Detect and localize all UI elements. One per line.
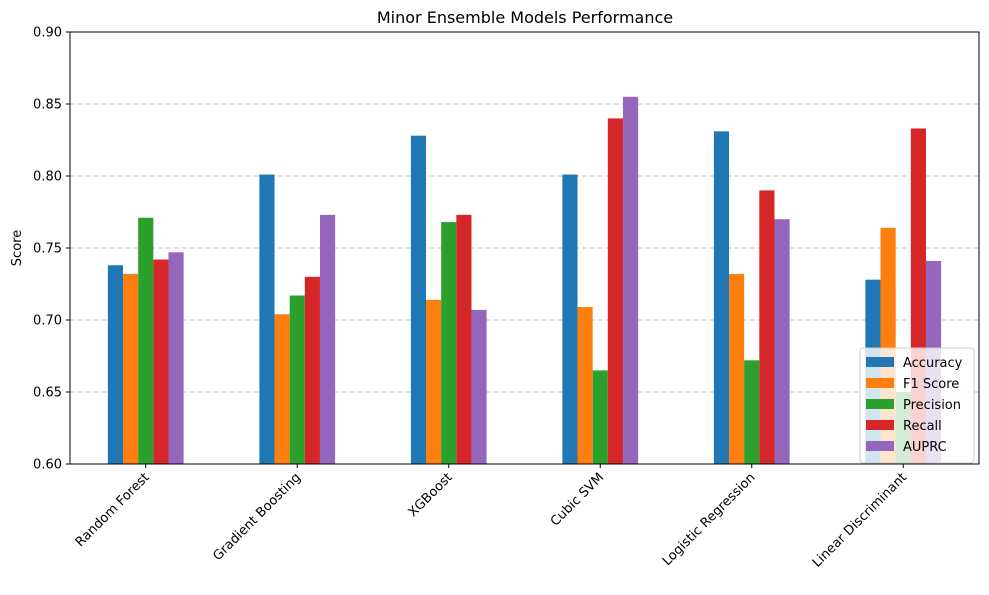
legend-label: Accuracy [903,356,963,371]
bar-auprc [471,309,487,464]
bar-auprc [774,219,790,464]
x-tick-label: Linear Discriminant [810,470,910,570]
y-tick-label: 0.60 [33,458,62,473]
legend-label: F1 Score [903,377,959,392]
bar-precision [592,370,608,464]
bar-recall [759,190,775,464]
x-tick-label: XGBoost [406,470,456,520]
bar-accuracy [713,131,730,465]
y-axis-label: Score [10,230,25,266]
legend-swatch [866,441,894,451]
y-tick-label: 0.85 [33,98,62,113]
y-tick-label: 0.65 [33,386,62,401]
bar-f1-score [729,273,745,464]
x-axis-ticks: Random Forest Gradient Boosting XGBoost Cub… [73,464,910,571]
bar-f1-score [577,307,593,464]
bar-recall [456,214,472,464]
legend-label: Precision [903,398,961,413]
bar-auprc [319,214,336,464]
x-tick-label: Cubic SVM [548,470,607,529]
bar-precision [289,295,305,464]
legend-box [859,347,975,464]
bar-accuracy [410,135,427,464]
bar-auprc [168,252,184,464]
bar-auprc [622,96,639,465]
legend-swatch [866,399,894,409]
legend-swatch [866,357,894,367]
bar-recall [153,259,169,464]
y-tick-label: 0.75 [33,242,62,257]
x-tick-label: Logistic Regression [660,470,759,569]
bar-precision [441,222,457,464]
bar-precision [138,217,154,464]
legend: Accuracy F1 Score Precision Recall AUPRC [859,347,975,464]
bar-f1-score [123,273,139,464]
y-tick-label: 0.80 [33,170,62,185]
bars [107,96,942,465]
chart-title: Minor Ensemble Models Performance [377,8,673,27]
x-tick-label: Random Forest [73,470,153,550]
bar-accuracy [562,174,578,464]
legend-swatch [866,420,894,430]
bar-recall [304,276,320,464]
legend-swatch [866,378,894,388]
y-tick-label: 0.70 [33,314,62,329]
grid-lines [70,103,979,393]
bar-accuracy [107,265,124,464]
bar-f1-score [274,314,290,464]
y-tick-label: 0.90 [33,26,62,41]
bar-f1-score [426,299,442,464]
bar-precision [744,360,760,464]
legend-label: Recall [903,419,942,434]
legend-label: AUPRC [903,440,947,455]
bar-accuracy [259,174,275,464]
bar-recall [607,118,623,465]
y-axis-ticks: 0.60 0.65 0.70 0.75 0.80 0.85 0.90 [33,26,70,473]
x-tick-label: Gradient Boosting [210,470,304,564]
